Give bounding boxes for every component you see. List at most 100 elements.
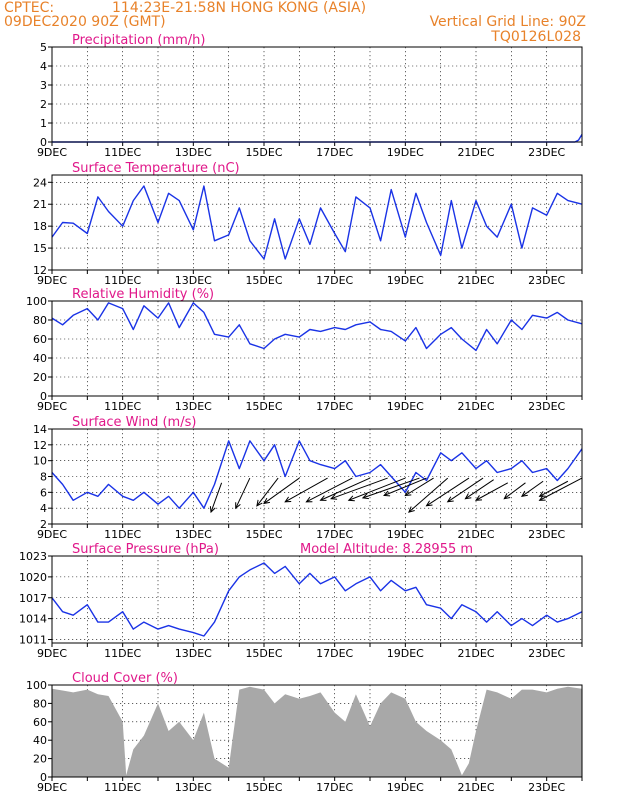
wind-arrow-head bbox=[503, 493, 511, 500]
humidity-xtick-label: 17DEC bbox=[316, 400, 353, 413]
temperature-xtick-label: 19DEC bbox=[387, 274, 424, 287]
wind-ytick-label: 12 bbox=[33, 439, 47, 452]
wind-arrow-head bbox=[361, 493, 369, 500]
wind-arrow bbox=[210, 482, 223, 513]
code-label: TQ0126L028 bbox=[490, 29, 581, 45]
wind-ytick-label: 6 bbox=[40, 486, 47, 499]
precipitation-xtick-label: 17DEC bbox=[316, 146, 353, 159]
wind-arrow-head bbox=[235, 502, 241, 510]
wind-arrow-head bbox=[319, 495, 327, 501]
precipitation-ytick-label: 1 bbox=[40, 117, 47, 130]
wind-xtick-label: 17DEC bbox=[316, 528, 353, 541]
pressure-xtick-label: 19DEC bbox=[387, 647, 424, 660]
precipitation-ytick-label: 4 bbox=[40, 60, 47, 73]
cloud-cover-ytick-label: 40 bbox=[33, 734, 47, 747]
precipitation-xtick-label: 19DEC bbox=[387, 146, 424, 159]
temperature-xtick-label: 21DEC bbox=[457, 274, 494, 287]
wind-arrow-head bbox=[538, 495, 546, 501]
precipitation-ytick-label: 3 bbox=[40, 79, 47, 92]
pressure-xtick-label: 11DEC bbox=[104, 647, 141, 660]
cloud-cover-ytick-label: 100 bbox=[26, 679, 47, 692]
precipitation-xtick-label: 11DEC bbox=[104, 146, 141, 159]
wind-ytick-label: 10 bbox=[33, 455, 47, 468]
wind-arrow bbox=[256, 477, 279, 507]
humidity-xtick-label: 21DEC bbox=[457, 400, 494, 413]
wind-arrow bbox=[405, 477, 434, 496]
cloud-cover-area bbox=[52, 686, 582, 777]
humidity-ytick-label: 20 bbox=[33, 371, 47, 384]
cloud-cover-xtick-label: 11DEC bbox=[104, 781, 141, 794]
cloud-cover-xtick-label: 9DEC bbox=[37, 781, 67, 794]
cloud-cover-xtick-label: 17DEC bbox=[316, 781, 353, 794]
wind-panel: Surface Wind (m/s) 2 4 6 8 10 12 14 9DEC 11DEC 13D… bbox=[33, 415, 583, 541]
wind-arrow-head bbox=[520, 490, 528, 497]
humidity-xtick-label: 9DEC bbox=[37, 400, 67, 413]
wind-arrow bbox=[447, 477, 484, 503]
wind-arrow bbox=[348, 477, 406, 501]
wind-xtick-label: 19DEC bbox=[387, 528, 424, 541]
precipitation-ytick-label: 5 bbox=[40, 41, 47, 54]
cloud-cover-title: Cloud Cover (%) bbox=[72, 671, 178, 686]
precipitation-xtick-label: 9DEC bbox=[37, 146, 67, 159]
pressure-title: Surface Pressure (hPa) bbox=[72, 542, 219, 557]
wind-arrow-head bbox=[330, 494, 338, 500]
wind-arrow-head bbox=[209, 506, 216, 514]
wind-ytick-label: 2 bbox=[40, 518, 47, 531]
wind-ytick-label: 14 bbox=[33, 423, 47, 436]
wind-title: Surface Wind (m/s) bbox=[72, 415, 196, 430]
wind-arrow bbox=[263, 477, 300, 504]
wind-ytick-label: 4 bbox=[40, 502, 47, 515]
temperature-ytick-label: 15 bbox=[33, 242, 47, 255]
cloud-cover-ytick-label: 0 bbox=[40, 771, 47, 784]
wind-arrow-head bbox=[538, 491, 546, 497]
wind-arrow-head bbox=[263, 497, 270, 505]
pressure-line bbox=[51, 562, 583, 637]
wind-arrow bbox=[362, 477, 420, 499]
wind-arrow-head bbox=[464, 493, 472, 500]
temperature-panel: Surface Temperature (nC) 12 15 18 21 24 9DEC 11… bbox=[33, 161, 583, 287]
wind-arrow bbox=[306, 477, 353, 503]
wind-xtick-label: 13DEC bbox=[175, 528, 212, 541]
pressure-ytick-label: 1011 bbox=[19, 634, 47, 647]
wind-arrow bbox=[284, 477, 328, 503]
humidity-ytick-label: 80 bbox=[33, 314, 47, 327]
pressure-xtick-label: 17DEC bbox=[316, 647, 353, 660]
cloud-cover-frame bbox=[51, 684, 583, 778]
humidity-line bbox=[51, 302, 583, 352]
temperature-xtick-label: 15DEC bbox=[245, 274, 282, 287]
temperature-ytick-label: 21 bbox=[33, 198, 47, 211]
wind-ytick-label: 8 bbox=[40, 471, 47, 484]
temperature-ytick-label: 12 bbox=[33, 264, 47, 277]
wind-xtick-label: 21DEC bbox=[457, 528, 494, 541]
wind-xtick-label: 11DEC bbox=[104, 528, 141, 541]
location-label: 114:23E-21:58N HONG KONG (ASIA) bbox=[112, 0, 366, 16]
temperature-frame bbox=[51, 174, 583, 271]
wind-arrow-head bbox=[404, 490, 412, 497]
pressure-xtick-label: 9DEC bbox=[37, 647, 67, 660]
precipitation-xtick-label: 15DEC bbox=[245, 146, 282, 159]
wind-arrow bbox=[426, 477, 470, 507]
wind-arrow bbox=[475, 482, 509, 501]
wind-arrow bbox=[330, 477, 388, 500]
pressure-xtick-label: 15DEC bbox=[245, 647, 282, 660]
cloud-cover-xtick-label: 19DEC bbox=[387, 781, 424, 794]
wind-arrow bbox=[539, 477, 583, 501]
grid-line-label: Vertical Grid Line: 90Z bbox=[430, 14, 586, 30]
humidity-xtick-label: 15DEC bbox=[245, 400, 282, 413]
cloud-cover-xtick-label: 15DEC bbox=[245, 781, 282, 794]
pressure-ytick-label: 1020 bbox=[19, 571, 47, 584]
wind-arrow-head bbox=[446, 496, 454, 503]
humidity-title: Relative Humidity (%) bbox=[72, 287, 214, 302]
temperature-xtick-label: 11DEC bbox=[104, 274, 141, 287]
cloud-cover-xtick-label: 21DEC bbox=[457, 781, 494, 794]
precipitation-frame bbox=[51, 46, 583, 143]
wind-xtick-label: 15DEC bbox=[245, 528, 282, 541]
source-label: CPTEC: bbox=[4, 0, 54, 16]
wind-arrow bbox=[408, 477, 449, 513]
run-label: 09DEC2020 90Z (GMT) bbox=[4, 14, 166, 30]
wind-arrow-head bbox=[347, 495, 355, 502]
wind-arrow-head bbox=[256, 499, 263, 507]
cloud-cover-xtick-label: 13DEC bbox=[175, 781, 212, 794]
pressure-ytick-label: 1017 bbox=[19, 592, 47, 605]
